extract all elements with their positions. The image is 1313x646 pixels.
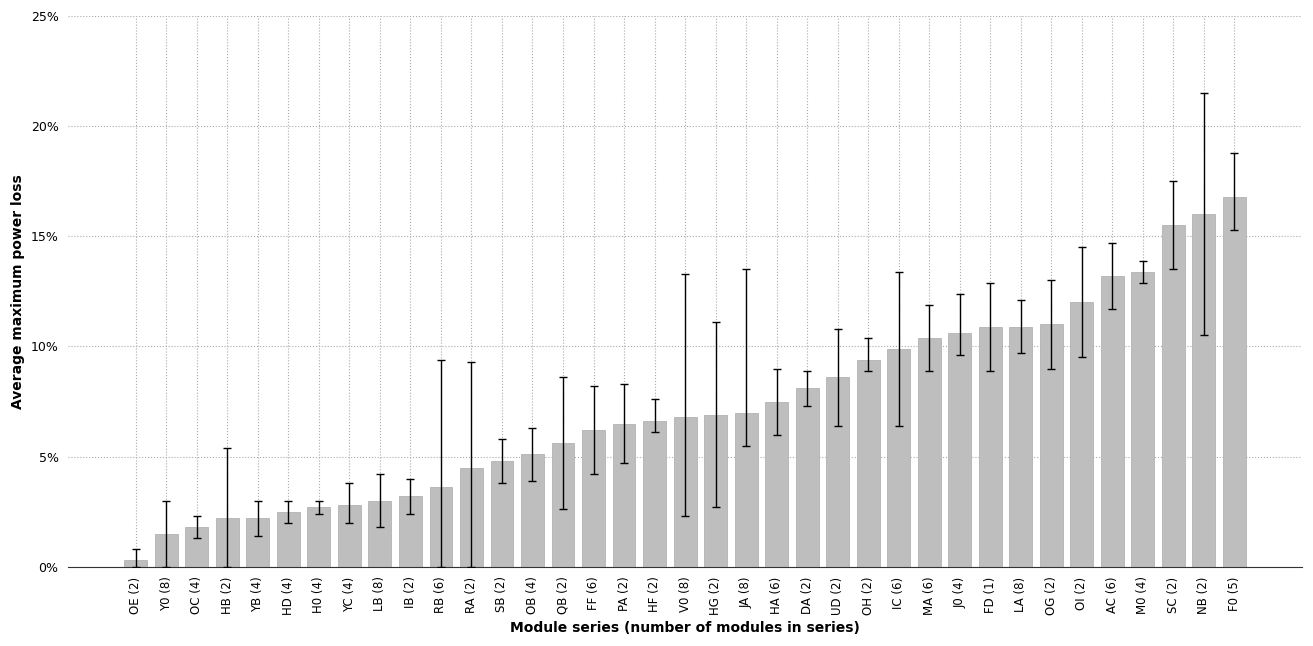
Bar [337,505,361,567]
Bar [613,424,635,567]
Bar [978,327,1002,567]
Bar [796,388,818,567]
Bar [735,413,758,567]
Bar [582,430,605,567]
Bar [185,527,209,567]
Bar [215,518,239,567]
Bar [948,333,972,567]
Bar [674,417,696,567]
Bar [765,402,788,567]
Bar [1070,302,1094,567]
Bar [643,421,666,567]
Bar [369,501,391,567]
Bar [491,461,513,567]
Bar [1162,225,1184,567]
X-axis label: Module series (number of modules in series): Module series (number of modules in seri… [511,621,860,635]
Bar [888,349,910,567]
Bar [1040,324,1062,567]
Bar [918,338,940,567]
Bar [429,488,453,567]
Bar [247,518,269,567]
Bar [1132,271,1154,567]
Y-axis label: Average maximum power loss: Average maximum power loss [11,174,25,409]
Bar [155,534,177,567]
Bar [399,496,421,567]
Bar [551,443,575,567]
Bar [1192,214,1216,567]
Bar [826,377,850,567]
Bar [1100,276,1124,567]
Bar [704,415,727,567]
Bar [307,507,331,567]
Bar [856,360,880,567]
Bar [460,468,483,567]
Bar [125,560,147,567]
Bar [521,454,544,567]
Bar [1010,327,1032,567]
Bar [1222,197,1246,567]
Bar [277,512,299,567]
